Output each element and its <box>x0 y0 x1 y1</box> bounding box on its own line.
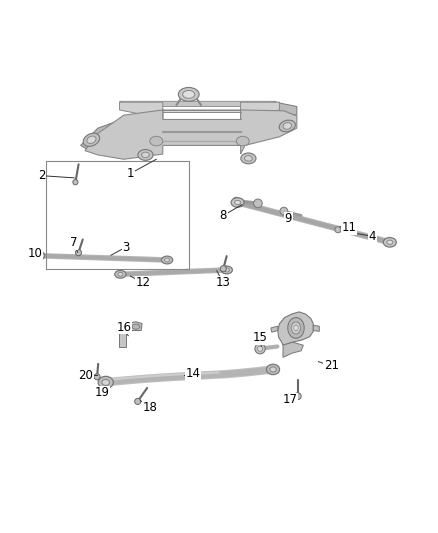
Circle shape <box>280 207 288 215</box>
Polygon shape <box>85 110 297 159</box>
Ellipse shape <box>383 238 396 247</box>
Circle shape <box>233 197 240 204</box>
Ellipse shape <box>132 324 140 329</box>
Polygon shape <box>283 342 304 357</box>
Text: 17: 17 <box>283 393 298 406</box>
Polygon shape <box>81 111 163 151</box>
Ellipse shape <box>83 133 100 147</box>
Ellipse shape <box>221 266 233 274</box>
Text: 20: 20 <box>78 369 93 382</box>
Polygon shape <box>313 325 319 332</box>
Ellipse shape <box>291 322 301 334</box>
Ellipse shape <box>283 123 292 130</box>
Text: 16: 16 <box>117 320 131 334</box>
Text: 13: 13 <box>216 277 231 289</box>
Polygon shape <box>271 326 278 332</box>
Circle shape <box>73 180 78 185</box>
Circle shape <box>75 249 81 256</box>
Text: 15: 15 <box>253 332 268 344</box>
Ellipse shape <box>236 136 249 146</box>
Ellipse shape <box>288 318 304 338</box>
Text: 8: 8 <box>219 209 227 222</box>
Text: 3: 3 <box>122 240 130 254</box>
Polygon shape <box>278 312 313 345</box>
Text: 1: 1 <box>127 167 134 180</box>
Text: 12: 12 <box>136 277 151 289</box>
Circle shape <box>134 398 141 405</box>
Text: 2: 2 <box>38 169 46 182</box>
Circle shape <box>255 343 265 354</box>
Polygon shape <box>119 322 142 330</box>
Ellipse shape <box>118 272 123 276</box>
Text: 10: 10 <box>28 247 42 260</box>
Ellipse shape <box>36 254 42 258</box>
Circle shape <box>254 199 262 208</box>
Circle shape <box>220 265 226 272</box>
Ellipse shape <box>294 325 298 330</box>
Ellipse shape <box>124 325 128 328</box>
Ellipse shape <box>87 136 96 143</box>
Ellipse shape <box>267 364 279 375</box>
Text: 14: 14 <box>186 367 201 380</box>
Circle shape <box>335 227 341 233</box>
Text: 18: 18 <box>142 400 157 414</box>
Ellipse shape <box>32 252 45 260</box>
Ellipse shape <box>270 367 276 372</box>
Text: 9: 9 <box>284 213 292 225</box>
Ellipse shape <box>115 270 126 278</box>
Polygon shape <box>240 102 297 119</box>
Ellipse shape <box>224 268 230 272</box>
Ellipse shape <box>162 256 173 264</box>
Polygon shape <box>120 101 284 107</box>
Ellipse shape <box>150 136 163 146</box>
Ellipse shape <box>279 120 295 132</box>
Ellipse shape <box>387 240 393 245</box>
Circle shape <box>294 393 301 400</box>
Ellipse shape <box>121 324 131 329</box>
Text: 4: 4 <box>369 230 376 243</box>
Polygon shape <box>120 102 279 119</box>
Text: 21: 21 <box>324 359 339 373</box>
Ellipse shape <box>102 379 110 385</box>
Ellipse shape <box>165 258 170 262</box>
Circle shape <box>94 374 100 380</box>
Ellipse shape <box>98 376 113 389</box>
Ellipse shape <box>244 156 252 161</box>
Ellipse shape <box>235 200 240 205</box>
Ellipse shape <box>183 91 195 98</box>
Circle shape <box>344 228 349 233</box>
Text: 19: 19 <box>95 386 110 399</box>
Polygon shape <box>119 330 126 346</box>
Ellipse shape <box>231 198 244 207</box>
Ellipse shape <box>178 87 199 101</box>
Ellipse shape <box>138 150 153 160</box>
Text: 7: 7 <box>71 236 78 249</box>
Ellipse shape <box>241 153 256 164</box>
Ellipse shape <box>141 152 149 158</box>
Circle shape <box>258 346 263 351</box>
Text: 11: 11 <box>341 221 356 234</box>
